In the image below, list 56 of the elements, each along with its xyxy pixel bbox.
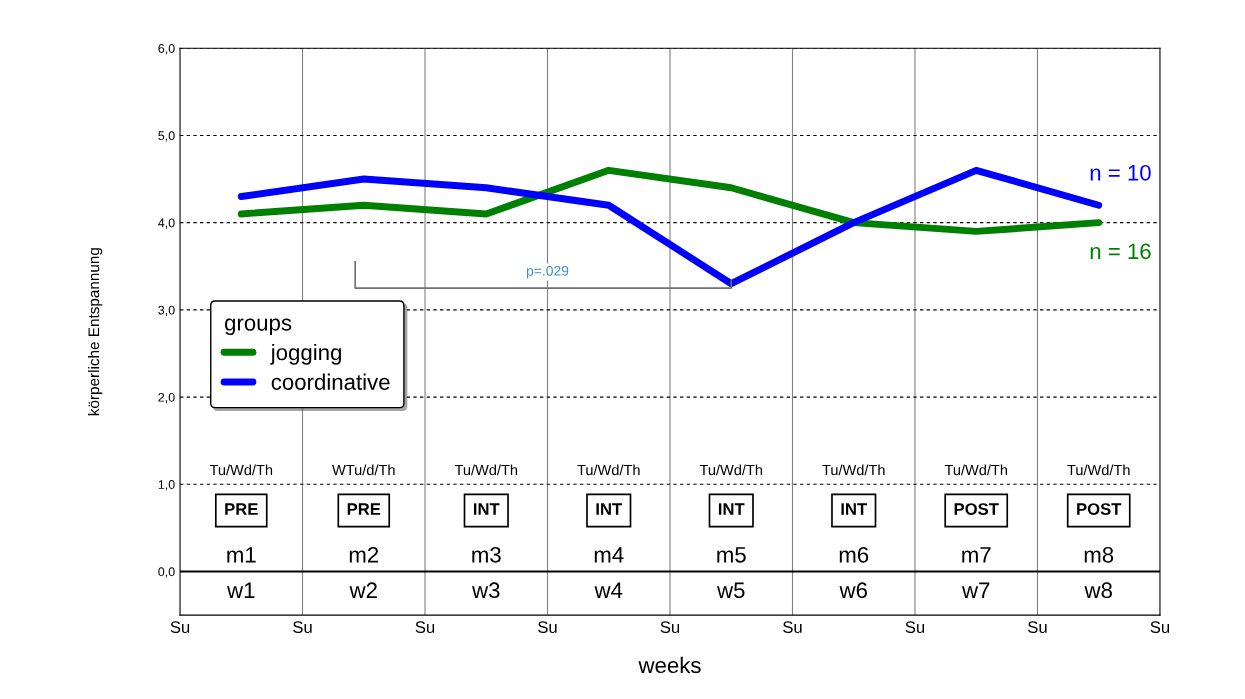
annotation: WTu/d/Th bbox=[332, 464, 395, 476]
annotation: POST bbox=[1077, 503, 1122, 515]
text: Su bbox=[1150, 621, 1170, 634]
annotation: INT bbox=[596, 503, 622, 515]
annotation: m5 bbox=[717, 547, 746, 563]
annotation: m6 bbox=[839, 546, 869, 563]
legend-label: jogging bbox=[270, 343, 341, 365]
x-tick-label: w2 bbox=[349, 582, 377, 598]
annotation: PRE bbox=[225, 503, 258, 515]
annotation: m1 bbox=[227, 547, 256, 563]
text: Su bbox=[905, 621, 925, 634]
x-tick-label: w3 bbox=[472, 582, 500, 599]
annotation: m3 bbox=[472, 546, 501, 563]
annotation: Tu/Wd/Th bbox=[944, 464, 1008, 476]
y-tick-label: 6,0 bbox=[158, 44, 175, 55]
x-tick-label: w4 bbox=[594, 582, 623, 598]
annotation: n = 10 bbox=[1090, 164, 1151, 181]
annotation: p=.029 bbox=[526, 265, 569, 279]
annotation: Tu/Wd/Th bbox=[699, 464, 763, 476]
x-tick-label: w6 bbox=[839, 582, 867, 599]
y-tick-label: 2,0 bbox=[158, 392, 175, 404]
annotation: Tu/Wd/Th bbox=[577, 464, 640, 476]
annotation: INT bbox=[473, 503, 500, 515]
text: Su bbox=[293, 621, 312, 634]
x-tick-label: w7 bbox=[961, 582, 990, 598]
x-tick-label: w5 bbox=[717, 582, 745, 599]
annotation: INT bbox=[718, 503, 745, 515]
y-tick-label: 0,0 bbox=[158, 567, 175, 578]
text: Su bbox=[415, 621, 435, 634]
annotation: n = 16 bbox=[1090, 243, 1151, 260]
annotation: m4 bbox=[594, 547, 624, 563]
annotation: m2 bbox=[349, 546, 379, 563]
text: Su bbox=[783, 621, 802, 634]
annotation: Tu/Wd/Th bbox=[1067, 464, 1130, 476]
annotation: m7 bbox=[962, 547, 991, 563]
annotation: Tu/Wd/Th bbox=[209, 464, 273, 476]
y-tick-label: 3,0 bbox=[158, 305, 175, 316]
text: Su bbox=[170, 621, 190, 634]
annotation: m8 bbox=[1084, 546, 1114, 563]
text: Su bbox=[660, 621, 680, 634]
annotation: Tu/Wd/Th bbox=[822, 464, 885, 476]
text: Su bbox=[1028, 621, 1047, 634]
legend-title: groups bbox=[225, 318, 292, 336]
y-axis-title: körperliche Entspannung bbox=[87, 248, 103, 416]
legend-label: coordinative bbox=[271, 373, 390, 390]
annotation: POST bbox=[954, 503, 999, 515]
x-tick-label: w1 bbox=[227, 582, 255, 598]
annotation: Tu/Wd/Th bbox=[454, 464, 518, 476]
y-tick-label: 5,0 bbox=[158, 131, 175, 142]
annotation: PRE bbox=[347, 503, 381, 515]
y-tick-label: 4,0 bbox=[158, 218, 175, 229]
x-axis-title: weeks bbox=[638, 656, 701, 674]
text: Su bbox=[538, 621, 557, 634]
x-tick-label: w8 bbox=[1084, 582, 1112, 599]
annotation: INT bbox=[841, 503, 867, 515]
y-tick-label: 1,0 bbox=[158, 480, 175, 491]
